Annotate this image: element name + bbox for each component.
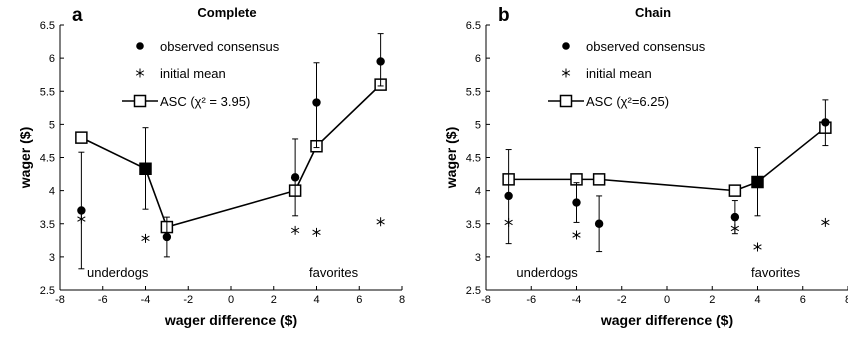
- chart-title: Chain: [635, 5, 671, 20]
- y-tick-label: 3: [475, 252, 481, 264]
- x-tick-label: 0: [664, 294, 670, 306]
- observed-point: [753, 176, 762, 185]
- legend-asc-label: ASC (χ²=6.25): [586, 94, 669, 109]
- initial-mean-point: [821, 217, 830, 227]
- y-tick-label: 6: [49, 53, 55, 65]
- y-tick-label: 3.5: [466, 219, 481, 231]
- panel-letter: a: [72, 5, 83, 26]
- y-tick-label: 6.5: [40, 20, 55, 32]
- asc-line: [508, 127, 826, 192]
- legend-asc-marker: [133, 94, 147, 108]
- x-tick-label: 8: [399, 294, 405, 306]
- x-tick-label: -8: [481, 294, 491, 306]
- initial-mean-point: [376, 217, 385, 227]
- observed-point: [594, 219, 604, 228]
- x-tick-label: 2: [271, 294, 277, 306]
- observed-point: [141, 164, 150, 173]
- initial-mean-point: [572, 230, 581, 240]
- observed-point: [290, 173, 300, 182]
- observed-point: [376, 57, 385, 66]
- x-tick-label: -6: [526, 294, 536, 306]
- initial-mean-point: [730, 223, 740, 233]
- x-tick-label: -8: [55, 294, 65, 306]
- legend-initial-marker: [561, 68, 571, 78]
- legend: observed consensus initial mean ASC (χ² = …: [122, 39, 280, 109]
- y-tick-label: 4: [49, 186, 55, 198]
- legend-observed-label: observed consensus: [160, 39, 280, 54]
- x-tick-label: 4: [754, 294, 760, 306]
- observed-point: [162, 232, 172, 242]
- x-tick-label: -6: [98, 294, 108, 306]
- y-axis-label: wager ($): [443, 127, 459, 189]
- observed-point: [821, 118, 830, 127]
- observed-point: [77, 206, 86, 215]
- legend-initial-label: initial mean: [586, 66, 652, 81]
- x-tick-label: 4: [313, 294, 319, 306]
- asc-point: [728, 184, 742, 197]
- annotation-favorites: favorites: [309, 265, 359, 280]
- x-tick-label: 8: [845, 294, 848, 306]
- x-axis-label: wager difference ($): [600, 312, 733, 328]
- initial-mean-point: [290, 225, 300, 235]
- observed-point: [730, 212, 740, 222]
- y-tick-label: 5.5: [466, 86, 481, 98]
- chart-title: Complete: [197, 5, 256, 20]
- x-tick-label: -2: [183, 294, 193, 306]
- legend-initial-marker: [135, 68, 145, 78]
- asc-line: [81, 84, 382, 229]
- x-tick-label: 0: [228, 294, 234, 306]
- y-tick-label: 6: [475, 53, 481, 65]
- legend-observed-label: observed consensus: [586, 39, 706, 54]
- y-tick-label: 5: [49, 119, 55, 131]
- initial-mean-point: [141, 233, 150, 243]
- y-tick-label: 4.5: [466, 153, 481, 165]
- y-tick-label: 5.5: [40, 86, 55, 98]
- initial-mean-point: [753, 242, 762, 252]
- y-tick-label: 5: [475, 119, 481, 131]
- x-tick-label: -4: [141, 294, 151, 306]
- x-tick-label: 2: [709, 294, 715, 306]
- y-tick-label: 4.5: [40, 153, 55, 165]
- y-tick-label: 3: [49, 252, 55, 264]
- observed-point: [312, 98, 321, 107]
- y-tick-label: 2.5: [466, 285, 481, 297]
- annotation-favorites: favorites: [751, 265, 801, 280]
- panel-letter: b: [498, 5, 510, 26]
- y-tick-label: 6.5: [466, 20, 481, 32]
- legend-asc-label: ASC (χ² = 3.95): [160, 94, 250, 109]
- legend-asc-marker: [559, 94, 573, 108]
- legend-observed-marker: [562, 42, 570, 50]
- panel-b: -8 -6 -4 -2 0 2 4 6 8 2.5 3 3.5 4 4.5 5 5.5 6 6.5 wager di…: [443, 5, 848, 328]
- legend: observed consensus initial mean ASC (χ²=6.…: [548, 39, 706, 109]
- annotation-underdogs: underdogs: [87, 265, 149, 280]
- observed-point: [504, 191, 513, 201]
- x-tick-label: 6: [800, 294, 806, 306]
- panel-a: -8 -6 -4 -2 0 2 4 6 8 2.5 3 3.5 4 4.5 5 5.5 6 6.5 wager di…: [17, 5, 405, 328]
- asc-point: [75, 131, 88, 144]
- x-tick-label: -4: [572, 294, 582, 306]
- annotation-underdogs: underdogs: [516, 265, 578, 280]
- legend-initial-label: initial mean: [160, 66, 226, 81]
- y-axis-label: wager ($): [17, 127, 33, 189]
- x-tick-label: -2: [617, 294, 627, 306]
- legend-observed-marker: [136, 42, 144, 50]
- x-tick-label: 6: [356, 294, 362, 306]
- initial-mean-point: [504, 217, 513, 227]
- observed-point: [572, 198, 581, 207]
- initial-mean-point: [77, 214, 86, 224]
- asc-point: [592, 173, 606, 186]
- x-axis-label: wager difference ($): [164, 312, 297, 328]
- initial-mean-point: [312, 227, 321, 237]
- y-tick-label: 2.5: [40, 285, 55, 297]
- y-tick-label: 4: [475, 186, 481, 198]
- y-tick-label: 3.5: [40, 219, 55, 231]
